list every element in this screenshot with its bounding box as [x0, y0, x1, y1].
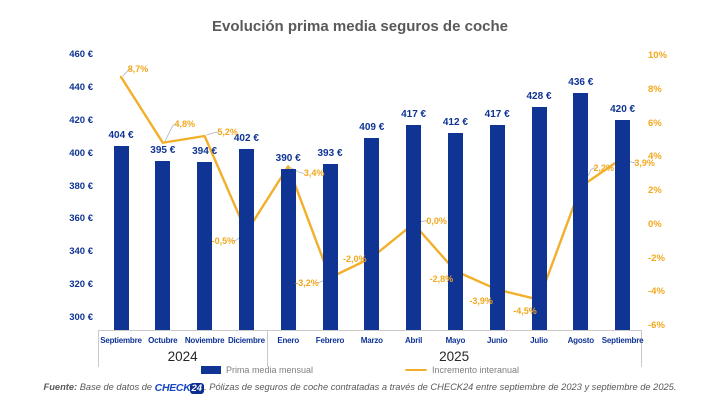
month-label: Enero	[277, 336, 300, 345]
check24-logo-badge: 24	[189, 382, 205, 394]
month-label: Octubre	[148, 336, 178, 345]
legend: Prima media mensual Incremento interanua…	[0, 365, 720, 375]
bar-value-label: 436 €	[568, 77, 594, 89]
bar	[531, 106, 547, 330]
bar-value-label: 420 €	[610, 103, 636, 115]
month-label: Febrero	[315, 336, 345, 345]
axis-tick-label-left: 420 €	[69, 114, 93, 126]
bar-value-label: 393 €	[317, 148, 343, 160]
source-note: Fuente: Base de datos de CHECK 24. Póliza…	[0, 381, 720, 394]
bar	[406, 124, 422, 330]
axis-tick-label-right: 10%	[648, 50, 668, 61]
axis-tick-label-left: 300 €	[69, 312, 93, 323]
legend-item-bar: Prima media mensual	[200, 365, 313, 375]
bar	[322, 164, 338, 330]
bar-value-label: 404 €	[108, 130, 134, 142]
month-label: Agosto	[567, 336, 595, 345]
month-label: Julio	[530, 336, 548, 345]
axis-tick-label-right: 0%	[648, 218, 662, 230]
line-point-label: -2,8%	[429, 274, 454, 284]
category-group-divider	[98, 330, 99, 367]
year-label: 2024	[167, 349, 198, 364]
year-label: 2025	[439, 349, 470, 364]
bar	[447, 132, 463, 330]
bar-value-label: 394 €	[192, 146, 218, 158]
bar	[197, 162, 213, 330]
line-point-label: 8,7%	[127, 63, 149, 74]
axis-tick-label-left: 320 €	[69, 279, 93, 291]
check24-logo-text: CHECK	[154, 382, 191, 394]
line-point-label: -0,5%	[211, 236, 236, 247]
bar	[573, 93, 589, 330]
line-point-label: 4,8%	[174, 118, 196, 129]
line-point-label: 3,9%	[634, 157, 655, 168]
month-label: Septiembre	[100, 336, 142, 345]
axis-tick-label-left: 460 €	[69, 49, 93, 60]
axis-tick-label-right: -6%	[648, 320, 665, 331]
bar-value-label: 417 €	[401, 108, 427, 120]
month-label: Noviembre	[184, 336, 225, 345]
bar-value-label: 409 €	[359, 121, 385, 133]
line-point-label: 5,2%	[217, 127, 238, 137]
category-group-divider	[641, 330, 642, 367]
bar	[615, 119, 631, 330]
category-group-divider	[267, 330, 269, 367]
month-label: Diciembre	[227, 336, 265, 345]
x-axis-line	[98, 330, 641, 331]
line-point-label: -3,2%	[295, 277, 319, 288]
axis-tick-label-left: 340 €	[69, 246, 93, 258]
source-text-before-logo: Base de datos de	[77, 382, 155, 392]
bar-value-label: 402 €	[233, 133, 259, 145]
axis-tick-label-left: 360 €	[69, 213, 93, 225]
line-point-label: 2,2%	[593, 162, 615, 173]
bar-value-label: 390 €	[275, 153, 301, 165]
line-point-label: -2,0%	[343, 253, 367, 264]
bar-value-label: 428 €	[526, 90, 552, 102]
source-text-after-logo: . Pólizas de seguros de coche contratada…	[204, 382, 677, 392]
line-point-label: -4,5%	[513, 305, 537, 316]
bar-value-label: 395 €	[150, 144, 176, 156]
axis-tick-label-right: 4%	[648, 151, 662, 163]
check24-logo: CHECK 24	[154, 382, 205, 394]
axis-tick-label-right: 6%	[648, 117, 662, 129]
line-point-label: 3,4%	[303, 168, 325, 179]
month-label: Septiembre	[601, 336, 644, 345]
bar	[155, 160, 171, 330]
month-label: Mayo	[445, 336, 466, 345]
axis-tick-label-left: 440 €	[69, 81, 93, 93]
bar	[113, 146, 129, 330]
axis-tick-label-left: 400 €	[69, 147, 93, 159]
month-label: Marzo	[360, 336, 383, 345]
bar	[280, 169, 296, 330]
month-label: Abril	[404, 336, 423, 345]
bar-value-label: 417 €	[484, 108, 510, 120]
legend-label-line: Incremento interanual	[431, 365, 520, 375]
axis-tick-label-right: -4%	[648, 286, 665, 298]
chart-title: Evolución prima media seguros de coche	[212, 18, 508, 35]
legend-label-bar: Prima media mensual	[225, 365, 313, 375]
bar-swatch-icon	[200, 366, 221, 374]
bar	[489, 124, 505, 330]
bar-value-label: 412 €	[442, 116, 468, 128]
source-prefix: Fuente:	[43, 382, 78, 392]
line-point-label: 0,0%	[426, 215, 447, 226]
month-label: Junio	[487, 336, 508, 345]
legend-item-line: Incremento interanual	[404, 365, 520, 375]
axis-tick-label-right: 8%	[648, 83, 662, 95]
bar	[364, 137, 380, 330]
bar	[238, 149, 254, 330]
axis-tick-label-right: 2%	[648, 185, 662, 196]
line-swatch-icon	[404, 368, 427, 372]
axis-tick-label-right: -2%	[648, 252, 665, 264]
line-point-label: -3,9%	[469, 295, 493, 306]
axis-tick-label-left: 380 €	[69, 180, 93, 192]
